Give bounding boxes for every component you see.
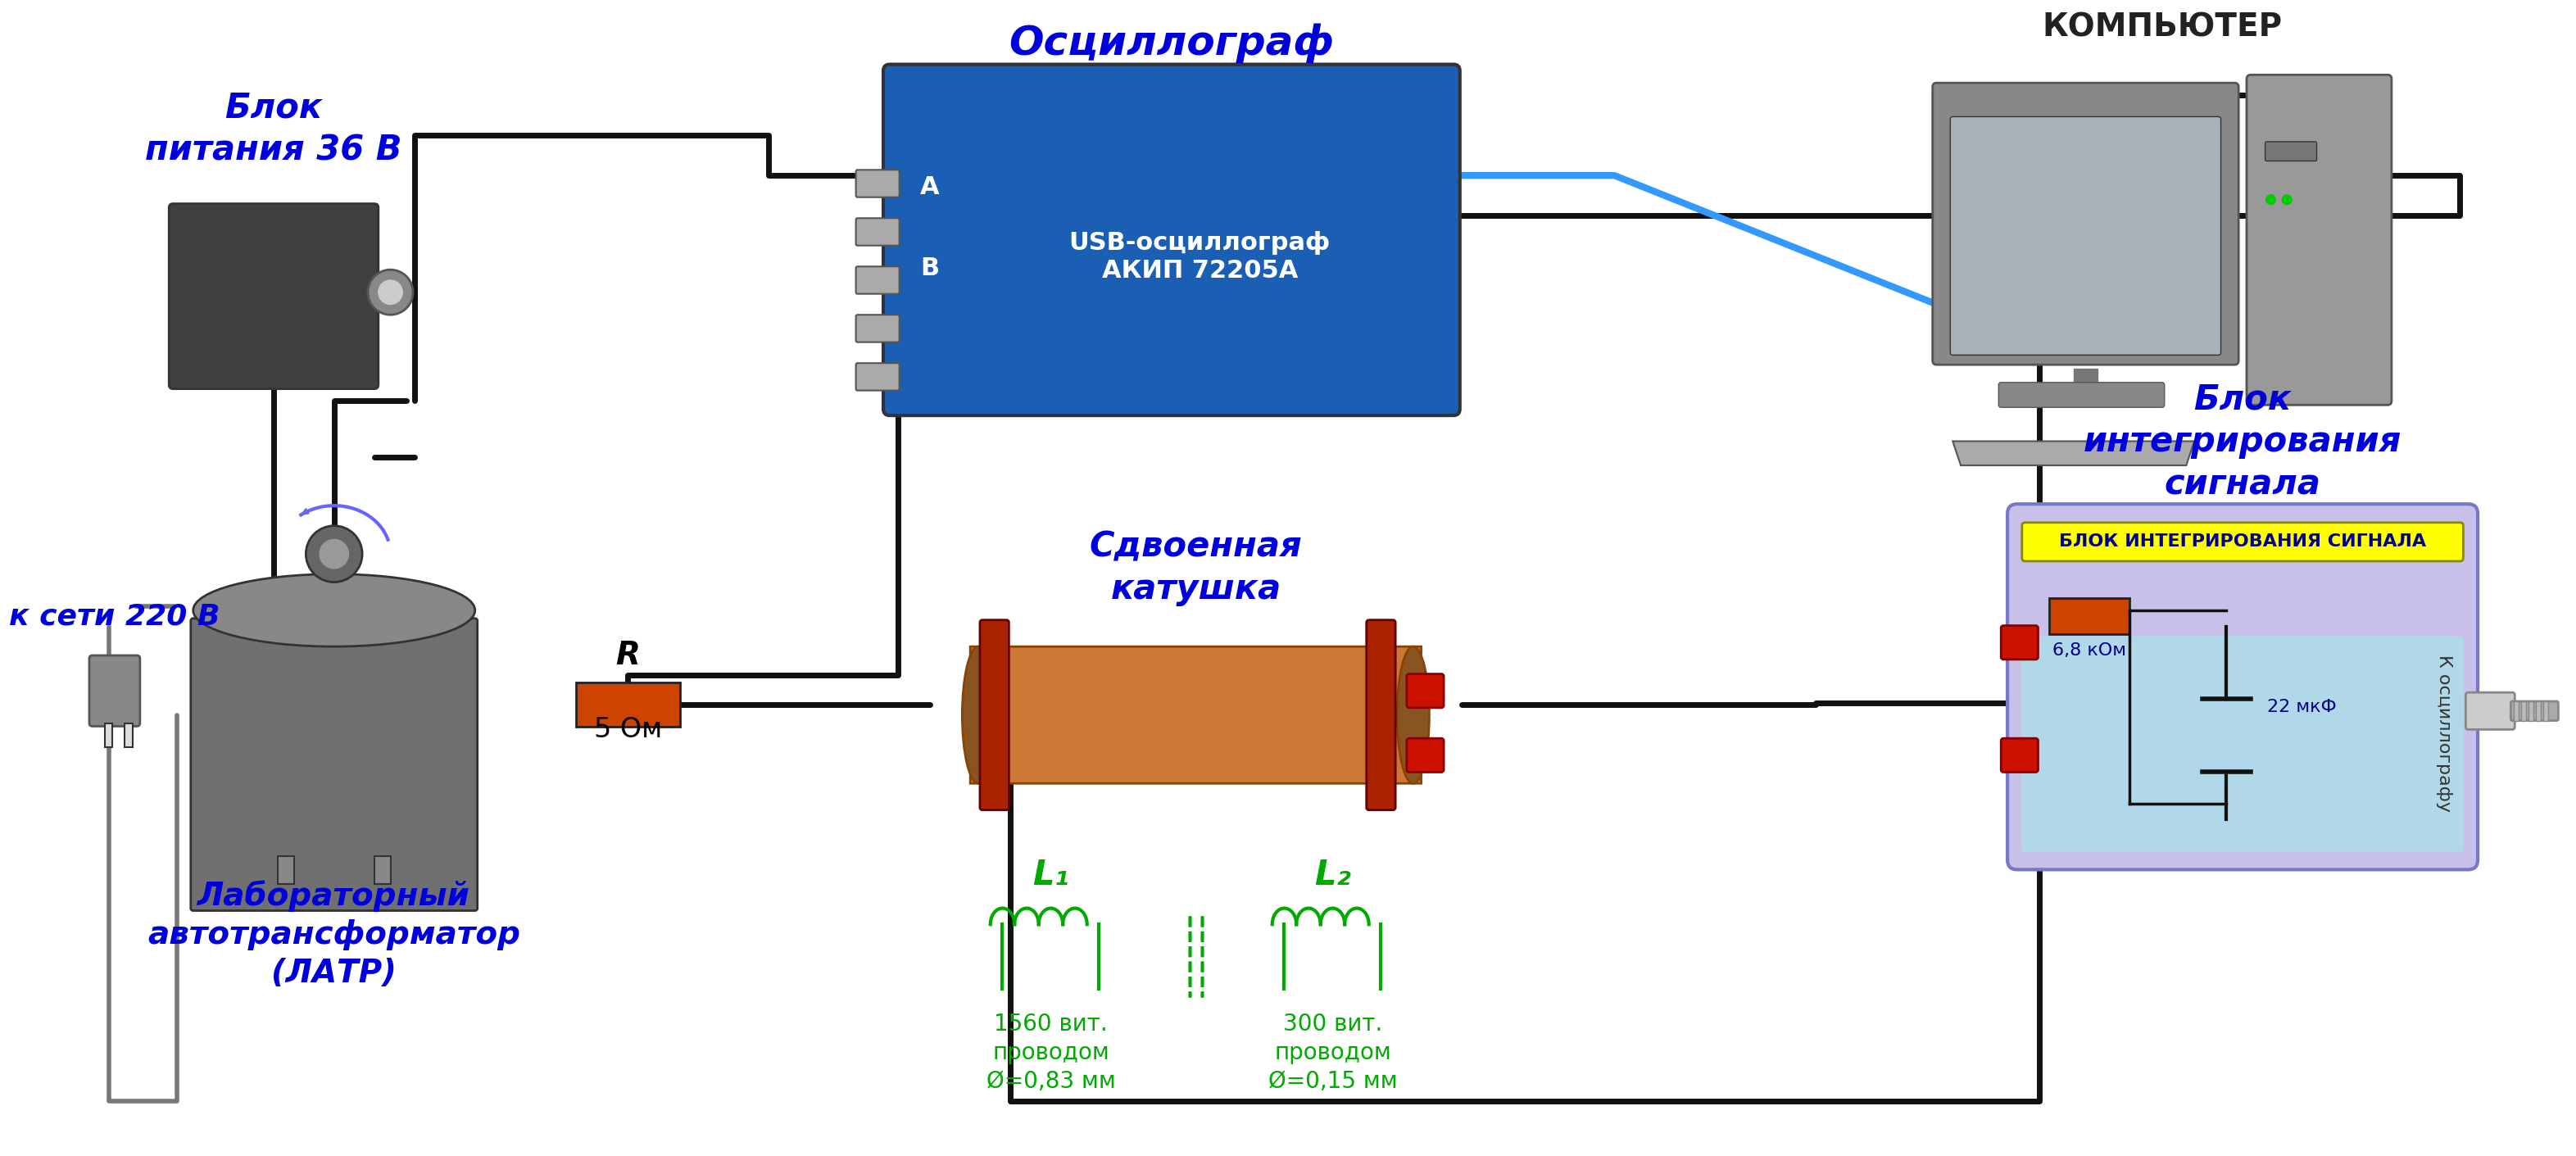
- FancyBboxPatch shape: [2465, 692, 2514, 729]
- FancyBboxPatch shape: [1406, 674, 1443, 707]
- Polygon shape: [1953, 442, 2195, 466]
- Text: Блок
питания 36 В: Блок питания 36 В: [144, 90, 402, 168]
- FancyBboxPatch shape: [855, 170, 899, 198]
- FancyBboxPatch shape: [2002, 739, 2038, 772]
- FancyBboxPatch shape: [574, 683, 680, 727]
- FancyBboxPatch shape: [2246, 75, 2391, 405]
- FancyBboxPatch shape: [2512, 702, 2558, 720]
- FancyBboxPatch shape: [855, 314, 899, 342]
- FancyBboxPatch shape: [979, 620, 1010, 810]
- FancyBboxPatch shape: [1365, 620, 1396, 810]
- FancyArrow shape: [2074, 369, 2097, 401]
- FancyBboxPatch shape: [170, 203, 379, 388]
- FancyBboxPatch shape: [1406, 739, 1443, 772]
- Text: A: A: [920, 176, 940, 200]
- Text: КОМПЬЮТЕР: КОМПЬЮТЕР: [2043, 12, 2282, 43]
- FancyBboxPatch shape: [884, 65, 1461, 415]
- Circle shape: [2267, 195, 2275, 205]
- Text: БЛОК ИНТЕГРИРОВАНИЯ СИГНАЛА: БЛОК ИНТЕГРИРОВАНИЯ СИГНАЛА: [2058, 534, 2427, 550]
- FancyBboxPatch shape: [855, 218, 899, 245]
- FancyBboxPatch shape: [855, 267, 899, 294]
- FancyBboxPatch shape: [2530, 702, 2532, 720]
- Circle shape: [2282, 195, 2293, 205]
- Circle shape: [368, 269, 412, 314]
- Ellipse shape: [963, 646, 994, 784]
- Text: L₂: L₂: [1314, 858, 1350, 892]
- FancyBboxPatch shape: [90, 655, 139, 726]
- Text: Лабораторный
автотрансформатор
(ЛАТР): Лабораторный автотрансформатор (ЛАТР): [147, 880, 520, 988]
- Text: к сети 220 В: к сети 220 В: [8, 602, 219, 630]
- Ellipse shape: [193, 575, 474, 646]
- Text: 5 Ом: 5 Ом: [595, 716, 662, 743]
- Text: 300 вит.
проводом
Ø=0,15 мм: 300 вит. проводом Ø=0,15 мм: [1267, 1013, 1396, 1092]
- FancyBboxPatch shape: [855, 363, 899, 391]
- FancyBboxPatch shape: [971, 646, 1422, 784]
- FancyBboxPatch shape: [191, 618, 477, 911]
- Text: R: R: [616, 639, 641, 670]
- FancyBboxPatch shape: [2514, 702, 2519, 720]
- FancyBboxPatch shape: [1999, 383, 2164, 407]
- Text: Осциллограф: Осциллограф: [1010, 23, 1334, 62]
- Ellipse shape: [1396, 646, 1430, 784]
- Circle shape: [307, 526, 363, 583]
- Text: L₁: L₁: [1033, 858, 1069, 892]
- Text: К осциллографу: К осциллографу: [2437, 654, 2452, 812]
- Text: 6,8 кОм: 6,8 кОм: [2053, 643, 2125, 659]
- Text: B: B: [920, 257, 940, 280]
- FancyBboxPatch shape: [2264, 142, 2316, 161]
- FancyBboxPatch shape: [2007, 504, 2478, 869]
- Text: 22 мкФ: 22 мкФ: [2267, 698, 2336, 716]
- Text: 1560 вит.
проводом
Ø=0,83 мм: 1560 вит. проводом Ø=0,83 мм: [987, 1013, 1115, 1092]
- FancyBboxPatch shape: [2522, 702, 2527, 720]
- FancyBboxPatch shape: [2002, 625, 2038, 659]
- FancyBboxPatch shape: [278, 855, 294, 884]
- Circle shape: [319, 540, 348, 569]
- FancyBboxPatch shape: [2050, 598, 2130, 635]
- Circle shape: [379, 280, 402, 304]
- FancyBboxPatch shape: [106, 722, 113, 747]
- FancyBboxPatch shape: [374, 855, 392, 884]
- FancyBboxPatch shape: [124, 722, 134, 747]
- FancyBboxPatch shape: [2543, 702, 2548, 720]
- FancyBboxPatch shape: [2022, 636, 2465, 852]
- Text: Сдвоенная
катушка: Сдвоенная катушка: [1090, 529, 1301, 606]
- FancyBboxPatch shape: [1932, 83, 2239, 364]
- FancyBboxPatch shape: [2535, 702, 2540, 720]
- FancyBboxPatch shape: [1950, 117, 2221, 355]
- Text: USB-осциллограф
АКИП 72205А: USB-осциллограф АКИП 72205А: [1069, 231, 1332, 282]
- Text: Блок
интегрирования
сигнала: Блок интегрирования сигнала: [2084, 383, 2401, 502]
- FancyBboxPatch shape: [2022, 523, 2463, 561]
